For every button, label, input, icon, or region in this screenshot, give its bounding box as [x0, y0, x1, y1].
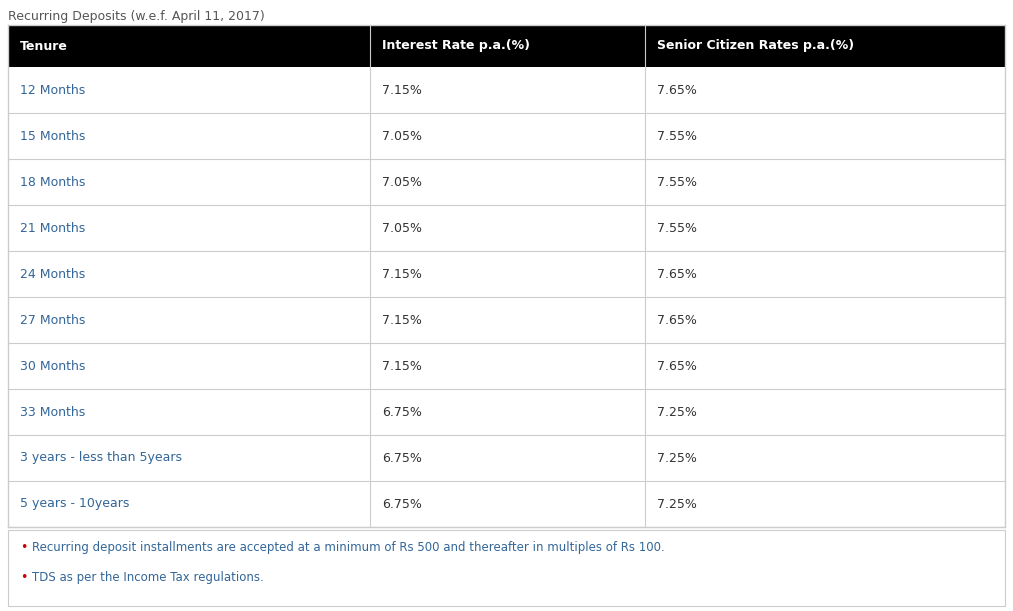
Text: Senior Citizen Rates p.a.(%): Senior Citizen Rates p.a.(%) [657, 40, 854, 53]
Text: 7.05%: 7.05% [382, 130, 422, 142]
Text: 6.75%: 6.75% [382, 406, 421, 419]
Text: 24 Months: 24 Months [20, 268, 85, 280]
Text: 3 years - less than 5years: 3 years - less than 5years [20, 452, 182, 464]
Text: 7.65%: 7.65% [657, 84, 697, 97]
Bar [8, 297, 1005, 343]
Text: 7.55%: 7.55% [657, 130, 697, 142]
Text: 21 Months: 21 Months [20, 222, 85, 235]
Text: 7.05%: 7.05% [382, 175, 422, 189]
Text: 7.55%: 7.55% [657, 175, 697, 189]
Bar [8, 530, 1005, 606]
Text: 6.75%: 6.75% [382, 497, 421, 511]
Text: 33 Months: 33 Months [20, 406, 85, 419]
Text: 15 Months: 15 Months [20, 130, 85, 142]
Bar [8, 251, 1005, 297]
Text: Recurring deposit installments are accepted at a minimum of Rs 500 and thereafte: Recurring deposit installments are accep… [32, 541, 665, 555]
Text: •: • [20, 541, 27, 555]
Text: 7.15%: 7.15% [382, 268, 421, 280]
Text: 5 years - 10years: 5 years - 10years [20, 497, 130, 511]
Text: 30 Months: 30 Months [20, 359, 85, 373]
Bar [8, 205, 1005, 251]
Text: 7.05%: 7.05% [382, 222, 422, 235]
Bar [8, 389, 1005, 435]
Bar [8, 343, 1005, 389]
Text: 7.65%: 7.65% [657, 268, 697, 280]
Text: 27 Months: 27 Months [20, 313, 85, 326]
Bar [8, 159, 1005, 205]
Bar [8, 481, 1005, 527]
Text: 7.65%: 7.65% [657, 313, 697, 326]
Text: •: • [20, 571, 27, 585]
Bar [8, 25, 1005, 67]
Text: 18 Months: 18 Months [20, 175, 85, 189]
Text: 7.15%: 7.15% [382, 313, 421, 326]
Bar [8, 113, 1005, 159]
Bar [8, 67, 1005, 113]
Text: 7.15%: 7.15% [382, 359, 421, 373]
Text: 6.75%: 6.75% [382, 452, 421, 464]
Text: Recurring Deposits (w.e.f. April 11, 2017): Recurring Deposits (w.e.f. April 11, 201… [8, 10, 264, 23]
Text: Tenure: Tenure [20, 40, 68, 53]
Text: 7.25%: 7.25% [657, 452, 697, 464]
Text: 7.55%: 7.55% [657, 222, 697, 235]
Text: 12 Months: 12 Months [20, 84, 85, 97]
Text: 7.15%: 7.15% [382, 84, 421, 97]
Text: 7.65%: 7.65% [657, 359, 697, 373]
Text: 7.25%: 7.25% [657, 497, 697, 511]
Text: Interest Rate p.a.(%): Interest Rate p.a.(%) [382, 40, 530, 53]
Text: 7.25%: 7.25% [657, 406, 697, 419]
Text: TDS as per the Income Tax regulations.: TDS as per the Income Tax regulations. [32, 571, 263, 585]
Bar [8, 435, 1005, 481]
